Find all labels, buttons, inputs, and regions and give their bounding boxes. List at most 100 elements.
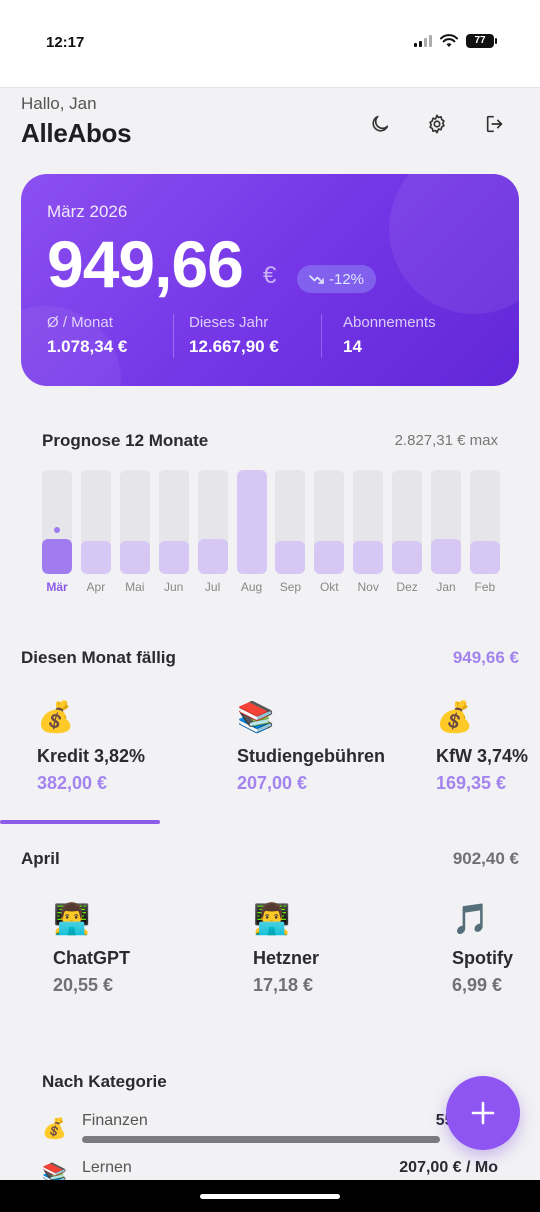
bar-track <box>392 470 423 574</box>
bar-track <box>158 470 189 574</box>
april-section-total: 902,40 € <box>452 849 519 868</box>
trend-badge: -12% <box>297 265 377 293</box>
bar-fill <box>158 541 189 574</box>
hero-amount: 949,66 <box>47 227 244 301</box>
music-note-icon: 🎵 <box>452 902 490 937</box>
bar-fill <box>80 541 111 574</box>
bar-track <box>275 470 306 574</box>
item-price: 169,35 € <box>436 773 507 793</box>
bar-label: Mär <box>46 580 68 594</box>
money-bag-icon: 💰 <box>37 700 75 735</box>
forecast-title: Prognose 12 Monate <box>42 431 209 450</box>
item-price: 382,00 € <box>37 773 108 793</box>
bar-fill <box>197 539 228 574</box>
april-item-spotify[interactable]: 🎵 Spotify 6,99 € <box>452 902 540 996</box>
due-section-total: 949,66 € <box>452 648 519 667</box>
bar-fill <box>236 470 267 574</box>
carousel-scroll-indicator[interactable] <box>0 820 160 824</box>
item-price: 6,99 € <box>452 975 503 995</box>
hero-month: März 2026 <box>47 202 128 221</box>
signal-icon <box>414 35 432 47</box>
plus-icon <box>471 1101 495 1125</box>
bar-label: Dez <box>396 580 418 594</box>
stat-label: Abonnements <box>343 314 436 331</box>
april-item-hetzner[interactable]: 👨‍💻 Hetzner 17,18 € <box>253 902 319 996</box>
item-price: 17,18 € <box>253 975 314 995</box>
category-name: Finanzen <box>82 1112 148 1129</box>
forecast-chart: Mär Apr Mai Jun Jul Aug Sep Okt Nov Dez Jan Feb <box>40 468 500 598</box>
stat-label: Ø / Monat <box>47 314 113 331</box>
books-icon: 📚 <box>42 1161 67 1180</box>
due-item-kfw[interactable]: 💰 KfW 3,74% 169,35 € <box>436 700 540 794</box>
app-title: AlleAbos <box>21 118 132 148</box>
stat-avg-month: Ø / Monat 1.078,34 € <box>47 314 127 357</box>
due-item-kredit[interactable]: 💰 Kredit 3,82% 382,00 € <box>37 700 145 794</box>
stat-value: 14 <box>343 337 362 356</box>
bar-fill <box>392 541 423 574</box>
bar-fill <box>469 541 500 574</box>
bar-label: Okt <box>319 580 339 594</box>
status-time: 12:17 <box>46 34 85 51</box>
bar-track <box>314 470 345 574</box>
bar-track <box>80 470 111 574</box>
category-row-lernen[interactable]: 📚 Lernen 207,00 € / Mo <box>42 1159 498 1180</box>
bar-fill <box>42 539 72 574</box>
stat-divider <box>173 314 174 358</box>
status-icons: 77 <box>414 34 497 48</box>
gear-icon[interactable] <box>423 110 451 138</box>
bar-track <box>431 470 461 574</box>
category-amount: 207,00 € / Mo <box>399 1159 498 1176</box>
bar-track <box>236 470 267 574</box>
technologist-icon: 👨‍💻 <box>53 902 91 937</box>
moon-icon[interactable] <box>366 110 394 138</box>
april-item-chatgpt[interactable]: 👨‍💻 ChatGPT 20,55 € <box>53 902 130 996</box>
item-name: Studiengebühren <box>237 746 385 766</box>
bar-label: Nov <box>357 580 379 594</box>
stat-this-year: Dieses Jahr 12.667,90 € <box>189 314 279 357</box>
bar-track <box>42 470 72 574</box>
forecast-max: 2.827,31 € max <box>394 432 498 449</box>
wifi-icon <box>440 34 458 47</box>
bar-label: Apr <box>86 580 106 594</box>
item-price: 207,00 € <box>237 773 308 793</box>
bar-label: Mai <box>125 580 145 594</box>
bar-fill <box>314 541 345 574</box>
due-item-studiengebuehren[interactable]: 📚 Studiengebühren 207,00 € <box>237 700 385 794</box>
books-icon: 📚 <box>237 700 275 735</box>
money-bag-icon: 💰 <box>42 1116 67 1140</box>
trend-value: -12% <box>329 270 365 288</box>
item-name: ChatGPT <box>53 948 131 968</box>
item-name: Kredit 3,82% <box>37 746 146 766</box>
battery-icon: 77 <box>466 34 497 48</box>
bar-fill <box>431 539 461 574</box>
logout-icon[interactable] <box>481 110 509 138</box>
bar-fill <box>353 541 384 574</box>
stat-label: Dieses Jahr <box>189 314 269 331</box>
category-share-bar <box>82 1136 440 1143</box>
stat-divider <box>321 314 322 358</box>
greeting: Hallo, Jan <box>21 94 97 113</box>
item-name: Hetzner <box>253 948 320 968</box>
item-name: Spotify <box>452 948 513 968</box>
home-indicator[interactable] <box>200 1194 340 1199</box>
technologist-icon: 👨‍💻 <box>253 902 291 937</box>
bar-track <box>353 470 384 574</box>
category-section-title: Nach Kategorie <box>42 1072 167 1091</box>
bar-label: Jul <box>204 580 221 594</box>
bar-label: Feb <box>474 580 496 594</box>
bar-fill <box>275 541 306 574</box>
april-section-title: April <box>21 849 60 868</box>
bar-fill <box>119 541 150 574</box>
item-name: KfW 3,74% <box>436 746 529 766</box>
bar-label: Aug <box>240 580 263 594</box>
bar-label: Jan <box>436 580 456 594</box>
category-name: Lernen <box>82 1159 132 1176</box>
add-subscription-button[interactable] <box>446 1076 520 1150</box>
due-section-title: Diesen Monat fällig <box>21 648 176 667</box>
status-bar: 12:17 77 <box>0 0 540 88</box>
hero-currency: € <box>263 262 277 289</box>
bar-track <box>119 470 150 574</box>
trend-down-icon <box>309 275 324 284</box>
bar-label: Jun <box>164 580 184 594</box>
bar-track <box>469 470 500 574</box>
